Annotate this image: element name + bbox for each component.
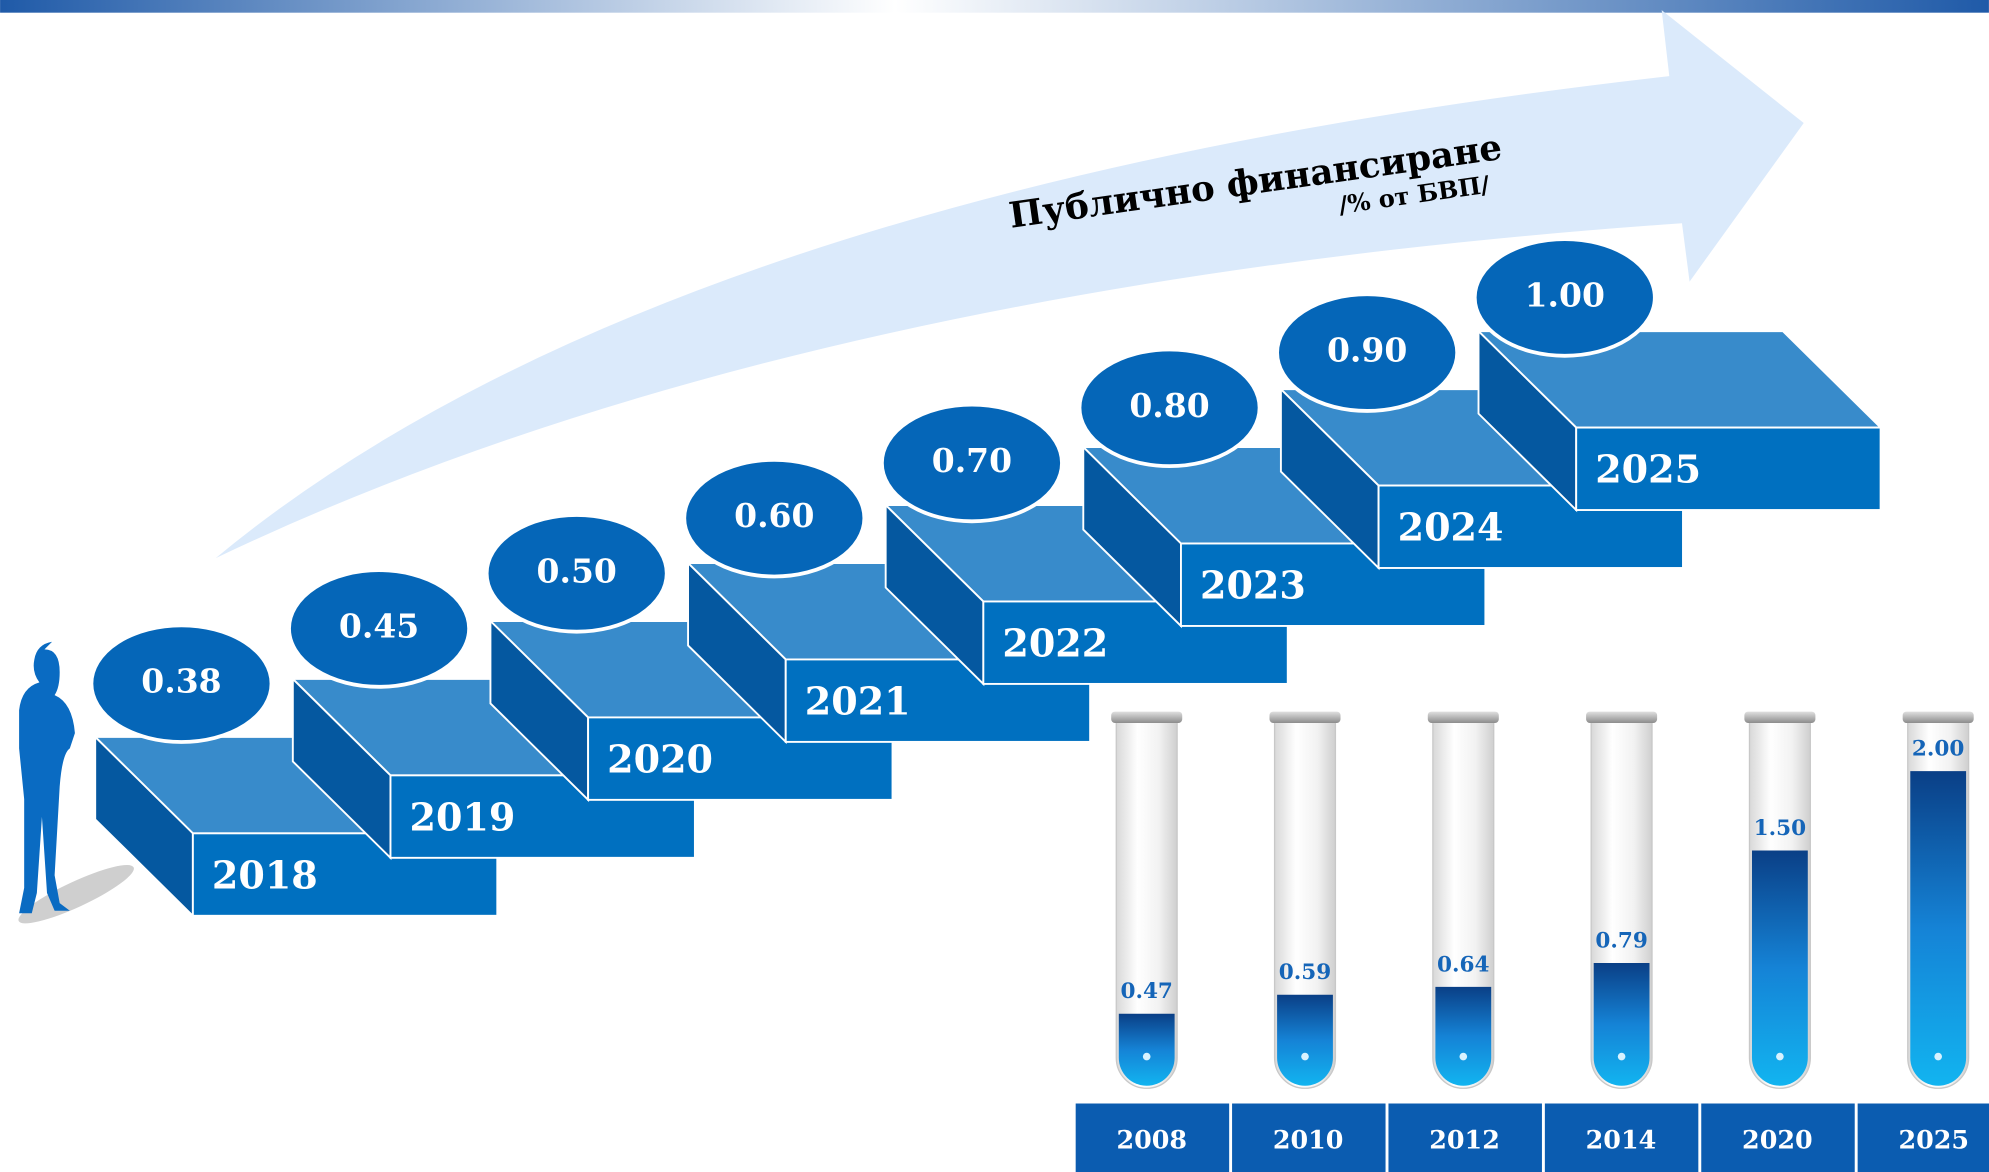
- bubble: [1143, 1053, 1151, 1061]
- value-label: 0.45: [339, 606, 419, 645]
- tube-liquid: [1119, 1014, 1175, 1086]
- step-year: 2018: [212, 852, 318, 897]
- bubble: [1776, 1053, 1784, 1061]
- tube-cap: [1744, 712, 1815, 723]
- bubble: [1618, 1053, 1626, 1061]
- tube-cap: [1111, 712, 1182, 723]
- infographic: Публично финансиране /% от БВП/ 20180.38…: [0, 0, 1989, 1172]
- tube-liquid: [1435, 987, 1491, 1086]
- tube-value: 0.79: [1595, 928, 1647, 953]
- value-label: 1.00: [1525, 275, 1605, 314]
- tubes-chart: 2008 0.47 2010 0.59 2012 0.64 2014 0.79 2020 1.50…: [1076, 712, 1989, 1172]
- tube-cap: [1586, 712, 1657, 723]
- tube-value: 0.64: [1437, 952, 1489, 977]
- year-label: 2008: [1116, 1125, 1187, 1155]
- tube-liquid: [1752, 850, 1808, 1085]
- value-label: 0.38: [141, 662, 221, 701]
- top-band: [0, 0, 1989, 13]
- year-label: 2020: [1742, 1125, 1813, 1155]
- value-label: 0.70: [932, 441, 1012, 480]
- tube-liquid: [1910, 771, 1966, 1086]
- bubble: [1459, 1053, 1467, 1061]
- tube-value: 2.00: [1912, 737, 1964, 762]
- step-year: 2021: [805, 679, 911, 724]
- bubble: [1301, 1053, 1309, 1061]
- value-label: 0.90: [1327, 331, 1407, 370]
- tube-liquid: [1594, 963, 1650, 1086]
- person-silhouette: [19, 642, 75, 913]
- year-label: 2012: [1429, 1125, 1500, 1155]
- step-year: 2020: [607, 737, 713, 782]
- year-label: 2014: [1586, 1125, 1657, 1155]
- step-year: 2025: [1595, 447, 1701, 492]
- tube-value: 0.59: [1279, 960, 1331, 985]
- value-label: 0.60: [734, 496, 814, 535]
- tube-cap: [1428, 712, 1499, 723]
- value-label: 0.50: [537, 551, 617, 590]
- tube-cap: [1903, 712, 1974, 723]
- tube-liquid: [1277, 995, 1333, 1086]
- bubble: [1934, 1053, 1942, 1061]
- step-year: 2022: [1002, 621, 1108, 666]
- tube-value: 1.50: [1754, 816, 1806, 841]
- year-label: 2010: [1273, 1125, 1344, 1155]
- step-year: 2023: [1200, 563, 1306, 608]
- step-year: 2019: [410, 795, 516, 840]
- step-year: 2024: [1398, 505, 1504, 550]
- value-label: 0.80: [1129, 386, 1209, 425]
- tube-value: 0.47: [1120, 979, 1172, 1004]
- tube-cap: [1269, 712, 1340, 723]
- year-label: 2025: [1898, 1125, 1969, 1155]
